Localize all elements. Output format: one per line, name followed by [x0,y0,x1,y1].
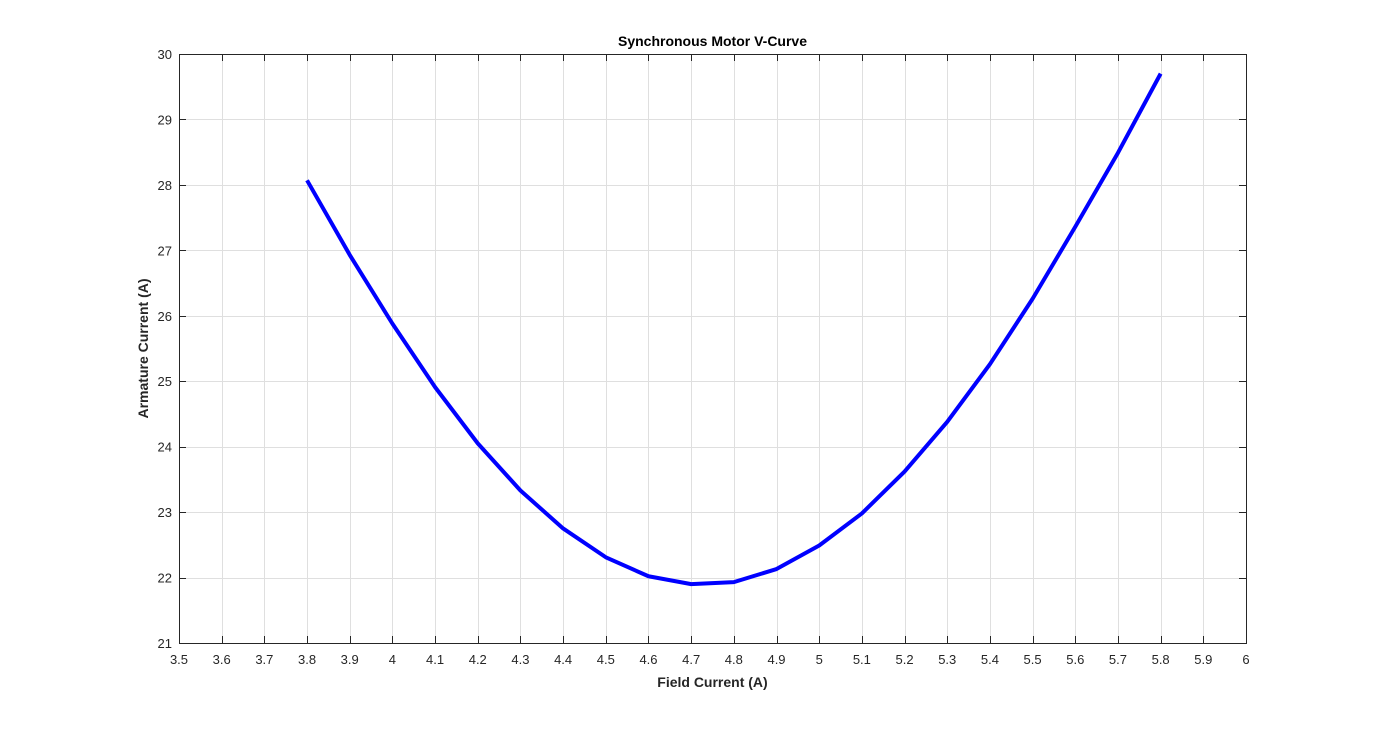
x-tick-label: 5.4 [981,652,999,667]
x-tick-label: 3.6 [213,652,231,667]
x-tick-label: 4.9 [767,652,785,667]
x-tick-label: 4.2 [469,652,487,667]
plot-area [179,54,1246,643]
x-tick-label: 4 [389,652,396,667]
x-tick-label: 4.3 [511,652,529,667]
y-tick-label: 30 [158,47,172,62]
x-tick-label: 4.5 [597,652,615,667]
x-tick-label: 6 [1242,652,1249,667]
x-tick-label: 4.1 [426,652,444,667]
y-tick-label: 24 [158,440,172,455]
y-tick-label: 26 [158,309,172,324]
y-tick-label: 29 [158,112,172,127]
x-tick-label: 3.7 [255,652,273,667]
y-tick-label: 21 [158,636,172,651]
x-tick-label: 5.2 [896,652,914,667]
x-tick-label: 3.9 [341,652,359,667]
y-tick-label: 25 [158,374,172,389]
series-layer [305,72,1163,587]
x-tick-label: 5 [816,652,823,667]
axes-box [179,54,1247,644]
x-tick-label: 3.5 [170,652,188,667]
y-tick-label: 23 [158,505,172,520]
ticks [179,54,1247,644]
x-axis-label: Field Current (A) [657,674,767,690]
x-tick-label: 4.8 [725,652,743,667]
x-tick-label: 5.6 [1066,652,1084,667]
x-tick-label: 5.9 [1194,652,1212,667]
series-line [305,72,1163,587]
x-tick-label: 4.6 [639,652,657,667]
x-tick-label: 5.1 [853,652,871,667]
x-tick-label: 4.7 [682,652,700,667]
x-tick-label: 5.8 [1152,652,1170,667]
x-tick-label: 5.3 [938,652,956,667]
y-axis-label: Armature Current (A) [135,278,151,418]
x-tick-label: 5.7 [1109,652,1127,667]
y-tick-label: 27 [158,243,172,258]
x-tick-label: 3.8 [298,652,316,667]
y-tick-label: 28 [158,178,172,193]
x-tick-label: 4.4 [554,652,572,667]
chart-title: Synchronous Motor V-Curve [618,33,807,49]
y-tick-label: 22 [158,571,172,586]
tick-labels: 3.5 3.6 3.7 3.8 3.9 4 4.1 4.2 4.3 4.4 4.5 4.6 4.7 4.8… [158,47,1250,667]
x-tick-label: 5.5 [1024,652,1042,667]
